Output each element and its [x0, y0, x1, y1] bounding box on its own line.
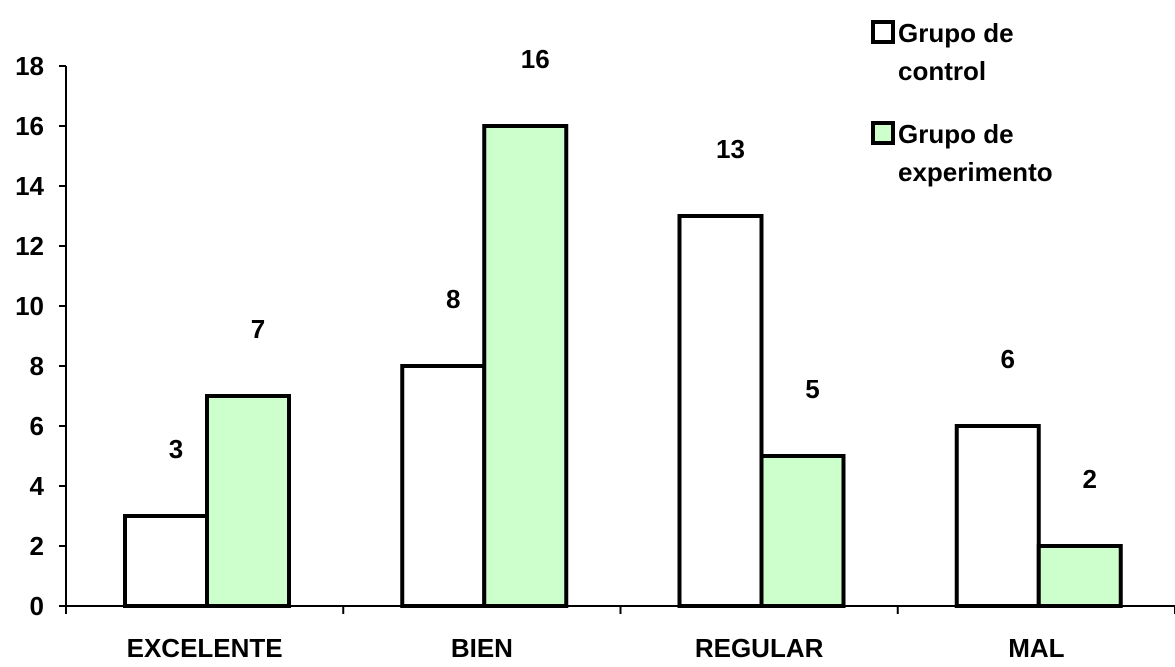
bar-experiment: [1036, 544, 1123, 608]
data-label: 16: [521, 44, 550, 74]
bar-control: [400, 364, 487, 608]
legend-label: Grupo de experimento: [898, 119, 1053, 187]
data-label: 8: [446, 284, 460, 314]
y-tick-label: 14: [15, 171, 44, 201]
data-label: 13: [716, 134, 745, 164]
bar-control: [954, 424, 1041, 608]
data-label: 3: [169, 434, 183, 464]
data-label: 5: [805, 374, 819, 404]
y-tick-label: 0: [30, 591, 44, 621]
y-tick-label: 6: [30, 411, 44, 441]
bar-experiment: [205, 394, 291, 608]
legend-label: Grupo de control: [898, 18, 1014, 86]
bar-experiment: [759, 454, 846, 608]
bar-experiment: [482, 124, 569, 608]
data-labels: 3 8 13 6 7 16 5 2: [169, 44, 1097, 494]
bar-control: [677, 214, 764, 608]
y-tick-label: 12: [15, 231, 44, 261]
legend-swatch: [871, 121, 895, 145]
data-label: 7: [251, 314, 265, 344]
y-tick-label: 4: [30, 471, 45, 501]
y-tick-label: 10: [15, 291, 44, 321]
bars: [123, 124, 1123, 608]
data-label: 6: [1001, 344, 1015, 374]
y-tick-label: 8: [30, 351, 44, 381]
y-tick-label: 2: [30, 531, 44, 561]
x-category-label: BIEN: [451, 633, 513, 663]
axes: 0 2 4 6 8 10 12 14 16 18 EXCELENTE BIEN REGULAR MAL: [15, 51, 1175, 663]
y-tick-label: 18: [15, 51, 44, 81]
y-tick-label: 16: [15, 111, 44, 141]
x-category-label: EXCELENTE: [127, 633, 283, 663]
legend-swatch: [871, 20, 895, 44]
bar-control: [123, 514, 209, 608]
x-category-label: MAL: [1008, 633, 1064, 663]
legend: Grupo de control Grupo de experimento: [871, 18, 1053, 187]
data-label: 2: [1083, 464, 1097, 494]
x-category-label: REGULAR: [695, 633, 824, 663]
